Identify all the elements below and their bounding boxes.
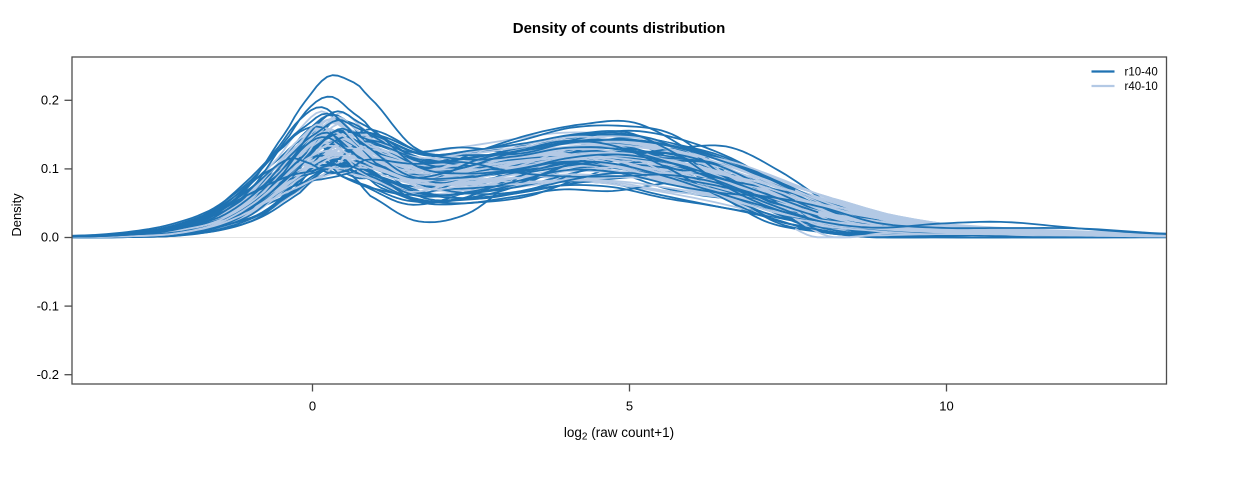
svg-text:Density: Density <box>9 193 24 237</box>
svg-text:r10-40: r10-40 <box>1125 67 1158 79</box>
svg-text:10: 10 <box>939 399 953 414</box>
svg-text:0.0: 0.0 <box>41 230 59 245</box>
svg-text:r40-10: r40-10 <box>1125 81 1158 93</box>
svg-text:0.1: 0.1 <box>41 161 59 176</box>
svg-text:0: 0 <box>309 399 316 414</box>
svg-text:0.2: 0.2 <box>41 93 59 108</box>
svg-text:Density of counts distribution: Density of counts distribution <box>513 20 726 37</box>
svg-text:-0.1: -0.1 <box>37 298 59 313</box>
svg-text:-0.2: -0.2 <box>37 367 59 382</box>
svg-text:5: 5 <box>626 399 633 414</box>
svg-text:log2 (raw count+1): log2 (raw count+1) <box>564 425 674 443</box>
